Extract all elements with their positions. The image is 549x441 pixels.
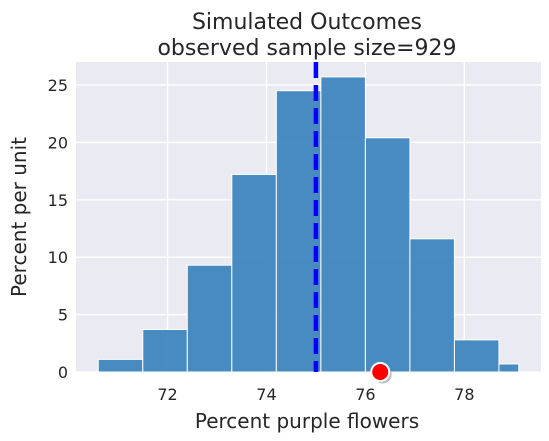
- x-tick-label: 74: [256, 385, 276, 404]
- y-tick-label: 10: [48, 248, 68, 267]
- y-tick-label: 20: [48, 133, 68, 152]
- y-tick-label: 25: [48, 76, 68, 95]
- x-tick-label: 78: [454, 385, 474, 404]
- y-tick-label: 5: [58, 306, 68, 325]
- histogram-bar: [364, 137, 411, 373]
- histogram-bar: [320, 76, 366, 373]
- x-tick-label: 72: [157, 385, 177, 404]
- x-tick-label: 76: [355, 385, 375, 404]
- observed-point: [370, 362, 391, 382]
- chart-title-line-2: observed sample size=929: [157, 36, 456, 61]
- histogram-bar: [498, 363, 520, 373]
- histogram-bars: [97, 76, 520, 373]
- histogram-bar: [231, 174, 277, 373]
- histogram-bar: [97, 358, 144, 373]
- x-axis-label: Percent purple flowers: [195, 409, 419, 433]
- y-tick-label: 0: [58, 363, 68, 382]
- histogram-bar: [409, 238, 455, 373]
- histogram-bar: [186, 264, 233, 373]
- histogram-bar: [453, 339, 500, 373]
- y-axis-label: Percent per unit: [7, 137, 31, 297]
- chart-title-line-1: Simulated Outcomes: [192, 10, 422, 35]
- histogram-bar: [275, 90, 322, 373]
- histogram-bar: [142, 329, 188, 373]
- y-tick-label: 15: [48, 191, 68, 210]
- tick-labels: 72 74 76 78 0 5 10 15 20 25: [48, 76, 475, 404]
- observed-point-group: [370, 362, 392, 384]
